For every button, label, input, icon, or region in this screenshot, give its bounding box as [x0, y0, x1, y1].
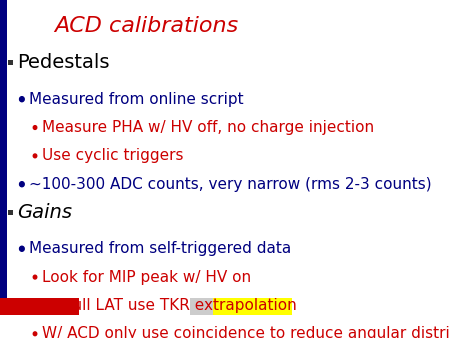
Circle shape	[33, 154, 37, 158]
Bar	[0, 297, 79, 315]
Text: Measured from online script: Measured from online script	[29, 92, 244, 107]
Circle shape	[33, 332, 37, 336]
Bar	[213, 297, 292, 315]
Text: Look for MIP peak w/ HV on: Look for MIP peak w/ HV on	[42, 270, 252, 285]
Text: ~100-300 ADC counts, very narrow (rms 2-3 counts): ~100-300 ADC counts, very narrow (rms 2-…	[29, 177, 432, 192]
Text: W/ full LAT use TKR extrapolation: W/ full LAT use TKR extrapolation	[42, 298, 297, 313]
Text: Use cyclic triggers: Use cyclic triggers	[42, 148, 184, 163]
Circle shape	[33, 275, 37, 279]
Bar	[8, 61, 13, 66]
Circle shape	[33, 304, 37, 307]
Bar	[79, 297, 189, 315]
Circle shape	[19, 182, 24, 187]
Circle shape	[19, 97, 24, 102]
Text: Measured from self-triggered data: Measured from self-triggered data	[29, 241, 292, 256]
Text: ACD calibrations: ACD calibrations	[54, 16, 238, 36]
Text: Pedestals: Pedestals	[18, 53, 110, 72]
Bar	[0, 0, 7, 297]
Circle shape	[33, 126, 37, 129]
Bar	[189, 297, 213, 315]
Text: W/ ACD only use coincidence to reduce angular distribution: W/ ACD only use coincidence to reduce an…	[42, 326, 450, 338]
Circle shape	[19, 246, 24, 251]
Bar	[8, 210, 13, 215]
Text: Measure PHA w/ HV off, no charge injection: Measure PHA w/ HV off, no charge injecti…	[42, 120, 374, 135]
Text: Gains: Gains	[18, 203, 72, 222]
